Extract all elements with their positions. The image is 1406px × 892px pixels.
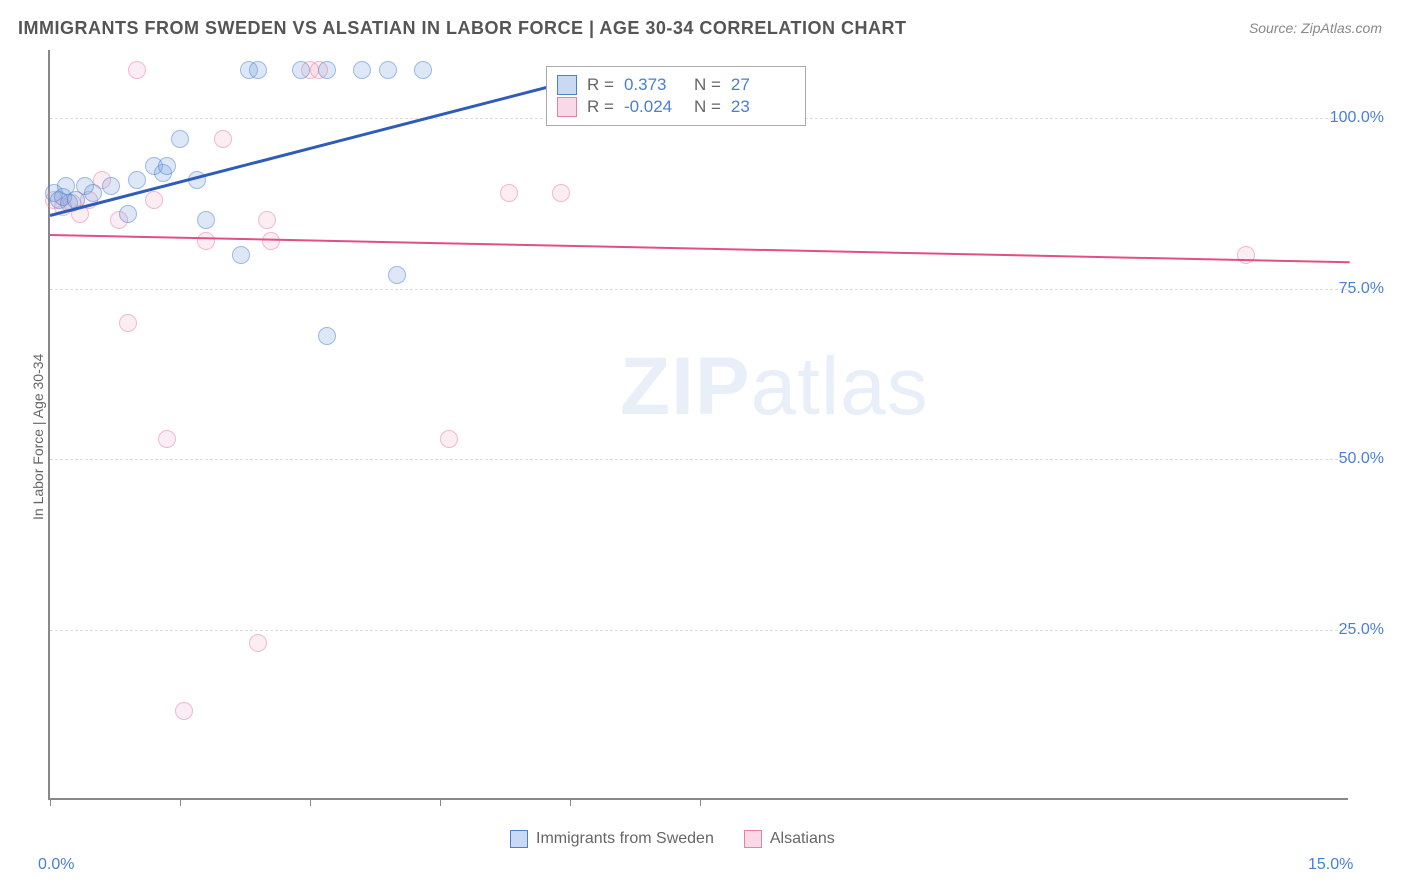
data-point-pink — [552, 184, 570, 202]
data-point-pink — [440, 430, 458, 448]
correlation-legend: R = 0.373 N = 27 R = -0.024 N = 23 — [546, 66, 806, 126]
y-tick-label: 25.0% — [1339, 621, 1384, 639]
data-point-blue — [102, 177, 120, 195]
data-point-blue — [128, 171, 146, 189]
legend-item-pink: Alsatians — [744, 830, 835, 848]
data-point-blue — [197, 211, 215, 229]
r-label: R = — [587, 97, 614, 117]
data-point-blue — [119, 205, 137, 223]
swatch-blue-icon — [557, 75, 577, 95]
n-value-pink: 23 — [731, 97, 791, 117]
data-point-blue — [249, 61, 267, 79]
y-tick-label: 100.0% — [1330, 109, 1384, 127]
data-point-pink — [158, 430, 176, 448]
x-tick — [570, 798, 571, 806]
r-value-blue: 0.373 — [624, 75, 684, 95]
x-tick — [180, 798, 181, 806]
legend-item-blue: Immigrants from Sweden — [510, 830, 714, 848]
y-tick-label: 75.0% — [1339, 280, 1384, 298]
data-point-blue — [292, 61, 310, 79]
data-point-blue — [84, 184, 102, 202]
gridline — [50, 289, 1348, 290]
x-tick-label-max: 15.0% — [1308, 856, 1353, 874]
source-label: Source: ZipAtlas.com — [1249, 20, 1382, 36]
series-legend: Immigrants from Sweden Alsatians — [510, 830, 835, 848]
data-point-blue — [388, 266, 406, 284]
r-value-pink: -0.024 — [624, 97, 684, 117]
x-tick — [50, 798, 51, 806]
data-point-pink — [175, 702, 193, 720]
x-tick — [700, 798, 701, 806]
data-point-pink — [262, 232, 280, 250]
corr-row-blue: R = 0.373 N = 27 — [557, 75, 791, 95]
data-point-pink — [214, 130, 232, 148]
gridline — [50, 630, 1348, 631]
r-label: R = — [587, 75, 614, 95]
x-tick-label-min: 0.0% — [38, 856, 74, 874]
y-tick-label: 50.0% — [1339, 450, 1384, 468]
data-point-blue — [318, 327, 336, 345]
n-value-blue: 27 — [731, 75, 791, 95]
data-point-pink — [249, 634, 267, 652]
data-point-pink — [145, 191, 163, 209]
data-point-blue — [232, 246, 250, 264]
data-point-blue — [414, 61, 432, 79]
legend-label-pink: Alsatians — [770, 830, 835, 847]
swatch-pink-icon — [744, 830, 762, 848]
gridline — [50, 459, 1348, 460]
data-point-pink — [500, 184, 518, 202]
legend-label-blue: Immigrants from Sweden — [536, 830, 714, 847]
data-point-blue — [171, 130, 189, 148]
data-point-pink — [119, 314, 137, 332]
data-point-pink — [258, 211, 276, 229]
corr-row-pink: R = -0.024 N = 23 — [557, 97, 791, 117]
data-point-pink — [197, 232, 215, 250]
data-point-blue — [353, 61, 371, 79]
x-tick — [310, 798, 311, 806]
swatch-blue-icon — [510, 830, 528, 848]
data-point-blue — [379, 61, 397, 79]
y-axis-label: In Labor Force | Age 30-34 — [30, 354, 46, 520]
data-point-blue — [318, 61, 336, 79]
plot-area — [48, 50, 1348, 800]
chart-title: IMMIGRANTS FROM SWEDEN VS ALSATIAN IN LA… — [18, 18, 907, 39]
swatch-pink-icon — [557, 97, 577, 117]
x-tick — [440, 798, 441, 806]
n-label: N = — [694, 97, 721, 117]
chart-container: IMMIGRANTS FROM SWEDEN VS ALSATIAN IN LA… — [0, 0, 1406, 892]
data-point-blue — [158, 157, 176, 175]
data-point-pink — [128, 61, 146, 79]
n-label: N = — [694, 75, 721, 95]
